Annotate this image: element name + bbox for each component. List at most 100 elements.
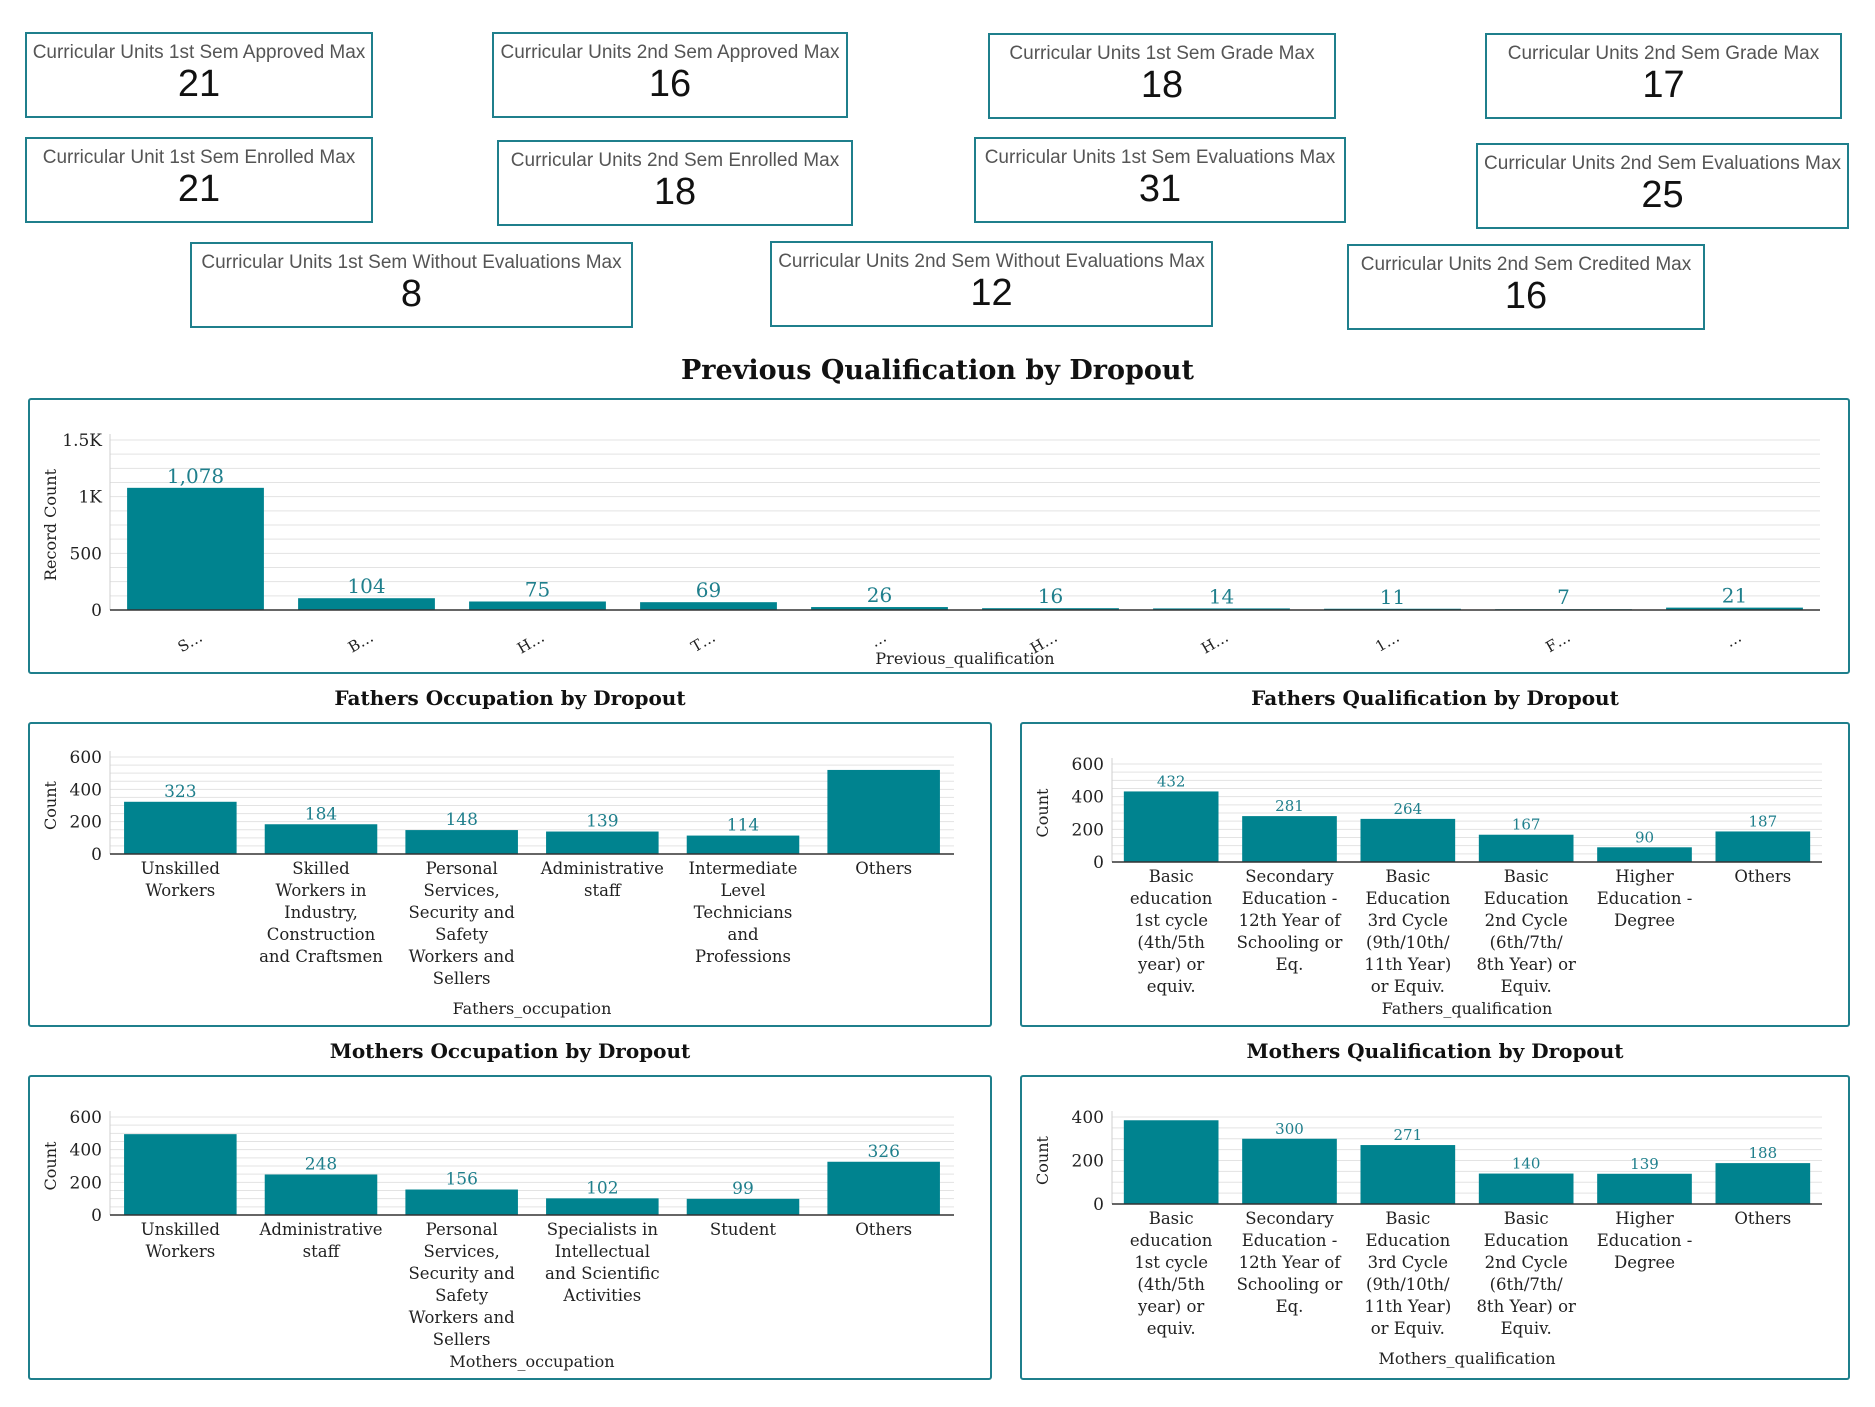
- x-tick-label: Secondary Education -12th Year of Schoolin…: [1237, 1209, 1343, 1316]
- y-tick-label: 200: [70, 1173, 102, 1193]
- bar: [546, 1198, 659, 1215]
- kpi-card-2nd-sem-approved: Curricular Units 2nd Sem Approved Max 16: [492, 32, 848, 118]
- y-tick-label: 0: [91, 601, 102, 621]
- kpi-label: Curricular Units 2nd Sem Enrolled Max: [510, 150, 840, 171]
- data-label: 248: [305, 1154, 337, 1174]
- data-label: 1,078: [167, 464, 224, 488]
- bar: [1478, 834, 1574, 862]
- kpi-label: Curricular Units 2nd Sem Without Evaluat…: [778, 251, 1205, 272]
- y-axis-label: Count: [1033, 788, 1052, 837]
- chart-panel-fathers-occupation: 0 200 400 600 Count 323 Unskilled Workers 184 Ski…: [28, 722, 992, 1027]
- data-label: 432: [1157, 772, 1186, 790]
- kpi-value: 18: [653, 171, 697, 213]
- chart-title-mothers-qualification: Mothers Qualification by Dropout: [1246, 1039, 1624, 1063]
- y-axis-label: Count: [41, 1141, 60, 1190]
- chart-title-fathers-occupation: Fathers Occupation by Dropout: [334, 686, 686, 710]
- bar: [686, 835, 800, 854]
- x-tick-label: Basic Education 3rd Cycle (9th/10th/11th Ye…: [1364, 867, 1451, 996]
- data-label: 90: [1635, 828, 1654, 846]
- kpi-label: Curricular Units 2nd Sem Grade Max: [1507, 43, 1820, 64]
- data-label: 300: [1275, 1120, 1304, 1138]
- data-label: 11: [1380, 585, 1405, 609]
- data-label: 140: [1512, 1155, 1541, 1173]
- kpi-card-1st-sem-without-evaluations: Curricular Units 1st Sem Without Evaluat…: [190, 242, 633, 328]
- data-label: 114: [727, 816, 759, 836]
- y-tick-label: 400: [1072, 788, 1104, 808]
- data-label: 326: [867, 1142, 899, 1162]
- x-tick-label: B…: [345, 628, 377, 657]
- bar: [469, 601, 606, 610]
- data-label: 7: [1557, 585, 1570, 609]
- data-label: 281: [1275, 797, 1304, 815]
- y-tick-label: 200: [70, 813, 102, 833]
- x-tick-label: Personal Services, Security and Safety Worke…: [409, 1220, 516, 1349]
- x-axis-label: Mothers_qualification: [1378, 1349, 1555, 1368]
- y-axis-label: Count: [41, 780, 60, 829]
- bar: [640, 602, 777, 610]
- kpi-label: Curricular Unit 1st Sem Enrolled Max: [42, 147, 356, 168]
- y-tick-label: 500: [70, 544, 102, 564]
- bar: [827, 1161, 940, 1215]
- y-tick-label: 600: [70, 1108, 102, 1128]
- x-tick-label: Higher Education -Degree: [1597, 1209, 1693, 1272]
- x-tick-label: 1…: [1372, 628, 1402, 656]
- kpi-card-2nd-sem-grade: Curricular Units 2nd Sem Grade Max 17: [1485, 33, 1842, 119]
- x-tick-label: Basic education 1st cycle (4th/5th year) or e…: [1130, 1209, 1213, 1338]
- data-label: 104: [347, 574, 385, 598]
- x-axis-label: Fathers_qualification: [1382, 999, 1553, 1018]
- kpi-card-2nd-sem-without-evaluations: Curricular Units 2nd Sem Without Evaluat…: [770, 241, 1213, 327]
- y-tick-label: 200: [1072, 820, 1104, 840]
- x-tick-label: …: [868, 628, 890, 651]
- chart-mothers-occupation: 0 200 400 600 Count Unskilled Workers 248 Admini…: [41, 1108, 954, 1371]
- x-tick-label: Others: [855, 1220, 912, 1239]
- chart-title-fathers-qualification: Fathers Qualification by Dropout: [1251, 686, 1619, 710]
- data-label: 139: [1630, 1155, 1659, 1173]
- x-tick-label: F…: [1542, 628, 1573, 656]
- data-label: 16: [1038, 584, 1063, 608]
- data-label: 323: [164, 782, 196, 802]
- x-tick-label: Others: [855, 859, 912, 878]
- kpi-label: Curricular Units 1st Sem Evaluations Max: [984, 147, 1336, 168]
- chart-fathers-occupation: 0 200 400 600 Count 323 Unskilled Workers 184 Ski…: [41, 748, 954, 1018]
- kpi-card-1st-sem-enrolled: Curricular Unit 1st Sem Enrolled Max 21: [25, 137, 373, 223]
- bar: [405, 1189, 518, 1215]
- data-label: 21: [1722, 584, 1747, 608]
- x-tick-label: Others: [1734, 867, 1791, 886]
- data-label: 75: [525, 578, 550, 602]
- y-tick-label: 400: [70, 1141, 102, 1161]
- data-label: 148: [445, 810, 477, 830]
- bar: [1360, 1145, 1456, 1204]
- bar: [811, 607, 948, 610]
- bar: [264, 1174, 378, 1215]
- x-tick-label: Higher Education -Degree: [1597, 867, 1693, 930]
- kpi-card-2nd-sem-credited: Curricular Units 2nd Sem Credited Max 16: [1347, 244, 1705, 330]
- bar: [1242, 1138, 1337, 1204]
- y-tick-label: 1.5K: [62, 431, 102, 451]
- kpi-value: 12: [970, 272, 1013, 314]
- kpi-value: 16: [1504, 275, 1548, 317]
- bar: [1123, 791, 1219, 862]
- bar: [1153, 608, 1290, 610]
- data-label: 184: [305, 804, 337, 824]
- chart-panel-mothers-occupation: 0 200 400 600 Count Unskilled Workers 248 Admini…: [28, 1075, 992, 1380]
- data-label: 26: [867, 583, 892, 607]
- data-label: 69: [696, 578, 721, 602]
- bar: [1478, 1173, 1574, 1204]
- chart-fathers-qualification: 0 200 400 600 Count 432 Basic education 1st cycl…: [1033, 755, 1822, 1018]
- data-label: 156: [445, 1170, 477, 1190]
- kpi-label: Curricular Units 2nd Sem Approved Max: [500, 42, 840, 63]
- data-label: 187: [1749, 812, 1778, 830]
- chart-panel-fathers-qualification: 0 200 400 600 Count 432 Basic education 1st cycl…: [1020, 722, 1850, 1027]
- bar: [1123, 1120, 1219, 1204]
- x-axis-label: Mothers_occupation: [449, 1352, 614, 1371]
- bar: [405, 830, 518, 854]
- kpi-label: Curricular Units 2nd Sem Evaluations Max: [1484, 153, 1841, 174]
- bar: [827, 769, 940, 854]
- data-label: 188: [1749, 1144, 1778, 1162]
- x-tick-label: …: [1723, 628, 1745, 651]
- bar: [1666, 607, 1803, 610]
- x-tick-label: Others: [1734, 1209, 1791, 1228]
- x-tick-label: Administrative staff: [258, 1220, 382, 1261]
- x-tick-label: Intermediate Level Technicians and Professio…: [689, 859, 798, 966]
- kpi-value: 21: [177, 168, 221, 210]
